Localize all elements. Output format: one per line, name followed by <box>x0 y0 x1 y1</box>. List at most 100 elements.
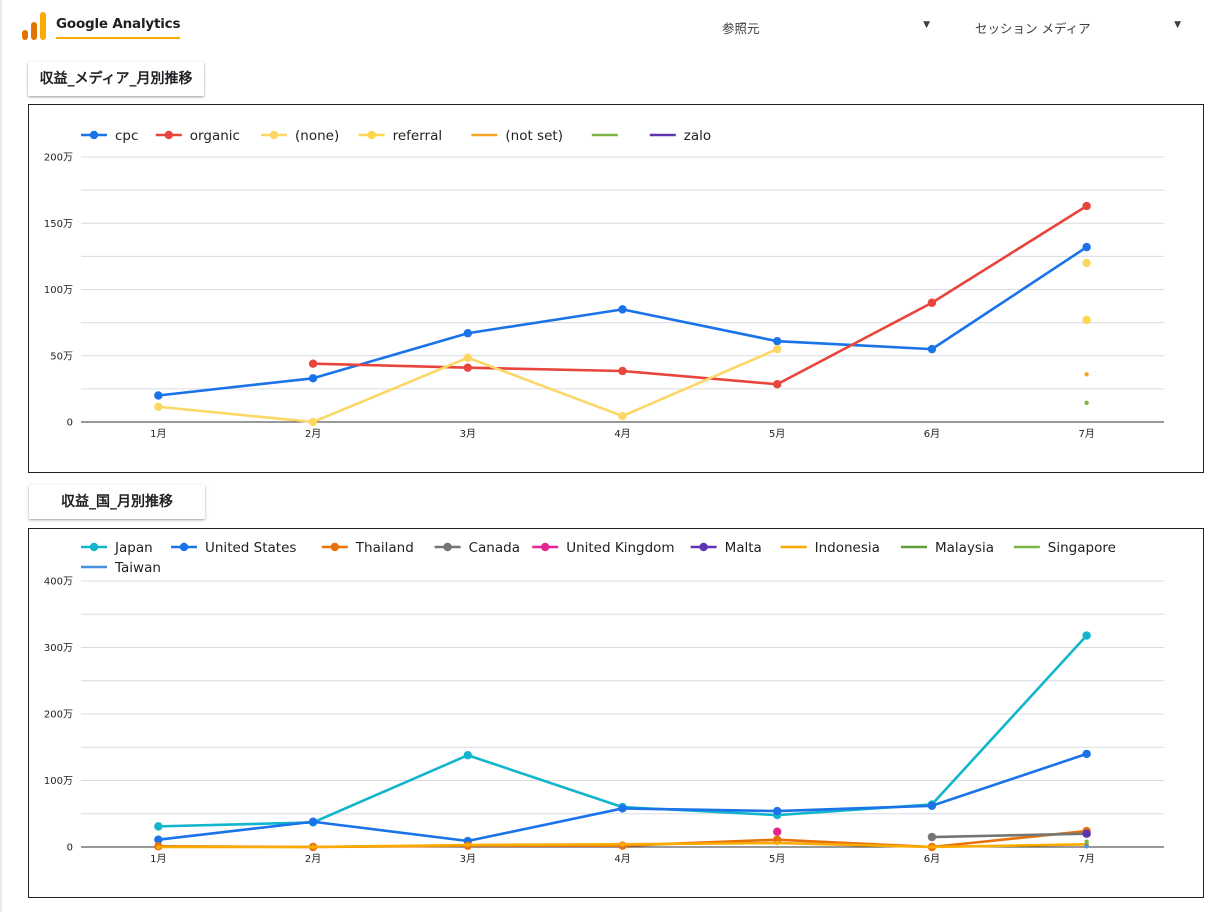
session-medium-filter-dropdown[interactable]: セッション メディア ▼ <box>975 18 1181 38</box>
data-point-singapore <box>1084 839 1089 844</box>
chart-title-country: 収益_国_月別推移 <box>29 485 205 519</box>
y-tick-label: 200万 <box>44 710 73 721</box>
y-tick-label: 0 <box>67 843 73 854</box>
legend-swatch-dot <box>179 542 189 552</box>
data-point-cpc <box>1082 242 1091 252</box>
legend-item-japan: Japan <box>81 540 153 556</box>
legend-swatch-dot <box>541 542 550 552</box>
data-point-none <box>1082 258 1091 268</box>
data-point-referral <box>1082 315 1091 325</box>
legend-label: United Kingdom <box>566 540 674 556</box>
x-tick-label: 4月 <box>614 853 630 865</box>
page-edge <box>0 0 2 912</box>
legend-item-none: (none) <box>261 128 339 144</box>
series-line-united-states <box>157 752 1088 843</box>
legend-item-united-states: United States <box>171 540 296 556</box>
data-point-united-states <box>927 801 937 810</box>
legend-swatch-dot <box>443 542 452 552</box>
legend-label: Singapore <box>1048 540 1116 556</box>
data-point-japan <box>154 822 163 831</box>
legend-item-organic: organic <box>155 128 240 144</box>
data-point-cpc <box>154 391 163 400</box>
data-point-indonesia <box>775 840 780 846</box>
country-revenue-chart[interactable]: 0 100万 200万 300万 400万 1月 2月 3月 4月 5月 6月 7月 Japan Unit… <box>29 529 1203 897</box>
data-point-united-states <box>308 817 318 826</box>
data-point-united-states <box>154 835 163 844</box>
legend-label: Canada <box>469 540 520 556</box>
legend-item-malaysia: Malaysia <box>901 540 994 556</box>
legend-swatch-dot <box>330 542 339 552</box>
data-point-indonesia <box>310 844 316 850</box>
data-point-cpc <box>618 305 627 314</box>
chart-title-media: 収益_メディア_月別推移 <box>28 62 204 96</box>
legend-swatch-dot <box>89 542 99 552</box>
data-point-organic <box>463 363 472 372</box>
referrer-filter-label: 参照元 <box>722 21 760 36</box>
legend-item-united-kingdom: United Kingdom <box>532 540 675 556</box>
data-point-none <box>773 344 782 354</box>
data-point-cpc <box>463 329 472 338</box>
legend-label: referral <box>393 128 443 144</box>
dropdown-arrow-icon: ▼ <box>1174 20 1181 30</box>
google-analytics-logo <box>22 12 46 40</box>
data-point-none <box>463 353 472 362</box>
data-point-united-states <box>618 804 627 813</box>
chart-frame-country: 0 100万 200万 300万 400万 1月 2月 3月 4月 5月 6月 7月 Japan Unit… <box>28 528 1204 898</box>
legend-swatch-dot <box>164 130 173 140</box>
legend-label: Taiwan <box>114 560 161 576</box>
legend-swatch-dot <box>269 130 279 140</box>
data-point-none <box>618 411 627 421</box>
legend-label: cpc <box>115 128 138 144</box>
data-point-not-set <box>1084 372 1089 377</box>
y-tick-label: 150万 <box>44 219 73 230</box>
data-point-indonesia <box>929 844 935 850</box>
x-tick-label: 6月 <box>924 853 940 865</box>
data-point-japan <box>1082 631 1091 640</box>
x-tick-label: 3月 <box>460 428 476 440</box>
y-tick-label: 50万 <box>50 351 73 362</box>
legend-item-zalo: zalo <box>649 128 711 144</box>
x-tick-label: 1月 <box>150 428 166 440</box>
data-point-taiwan <box>1084 844 1089 849</box>
x-tick-label: 4月 <box>614 428 630 440</box>
chart-frame-media: 0 50万 100万 150万 200万 1月 2月 3月 4月 5月 6月 7月 cpc organic… <box>28 104 1204 473</box>
legend-label: Indonesia <box>815 540 880 556</box>
data-point-indonesia <box>620 842 625 847</box>
y-tick-label: 200万 <box>44 153 73 164</box>
legend-label: zalo <box>684 128 711 144</box>
data-point-united-states <box>773 806 782 816</box>
legend-item-referral: referral <box>358 128 443 144</box>
legend-label: United States <box>205 540 296 556</box>
legend-item-cpc: cpc <box>81 128 138 144</box>
legend-swatch-dot <box>699 542 708 552</box>
x-tick-label: 2月 <box>305 428 321 440</box>
legend-label: Malta <box>725 540 762 556</box>
data-point-malta <box>1082 829 1091 838</box>
media-revenue-chart[interactable]: 0 50万 100万 150万 200万 1月 2月 3月 4月 5月 6月 7月 cpc organic… <box>29 105 1203 472</box>
legend-swatch-dot <box>367 130 376 140</box>
x-tick-label: 7月 <box>1078 428 1094 440</box>
legend-item-singapore: Singapore <box>1013 540 1116 556</box>
data-point-organic <box>1082 201 1091 211</box>
data-point-organic <box>308 359 318 368</box>
legend-item-thailand: Thailand <box>321 540 414 556</box>
data-point-united-states <box>1082 749 1091 759</box>
data-point-organic <box>618 366 627 376</box>
legend-label: Japan <box>114 540 153 556</box>
data-point-indonesia <box>465 842 470 848</box>
y-tick-label: 100万 <box>44 285 73 296</box>
x-tick-label: 7月 <box>1078 853 1094 865</box>
x-tick-label: 6月 <box>924 428 940 440</box>
y-tick-label: 100万 <box>44 776 73 787</box>
legend-item-malta: Malta <box>690 540 762 556</box>
x-tick-label: 1月 <box>150 853 166 865</box>
data-point-none <box>308 417 318 427</box>
data-point-organic <box>927 298 937 307</box>
data-point-cpc <box>773 336 782 346</box>
referrer-filter-dropdown[interactable]: 参照元 ▼ <box>722 18 930 38</box>
x-tick-label: 2月 <box>305 853 321 865</box>
legend-item-canada: Canada <box>434 540 520 556</box>
legend-label: organic <box>190 128 240 144</box>
legend-label: (none) <box>295 128 339 144</box>
app-title: Google Analytics <box>56 16 180 39</box>
